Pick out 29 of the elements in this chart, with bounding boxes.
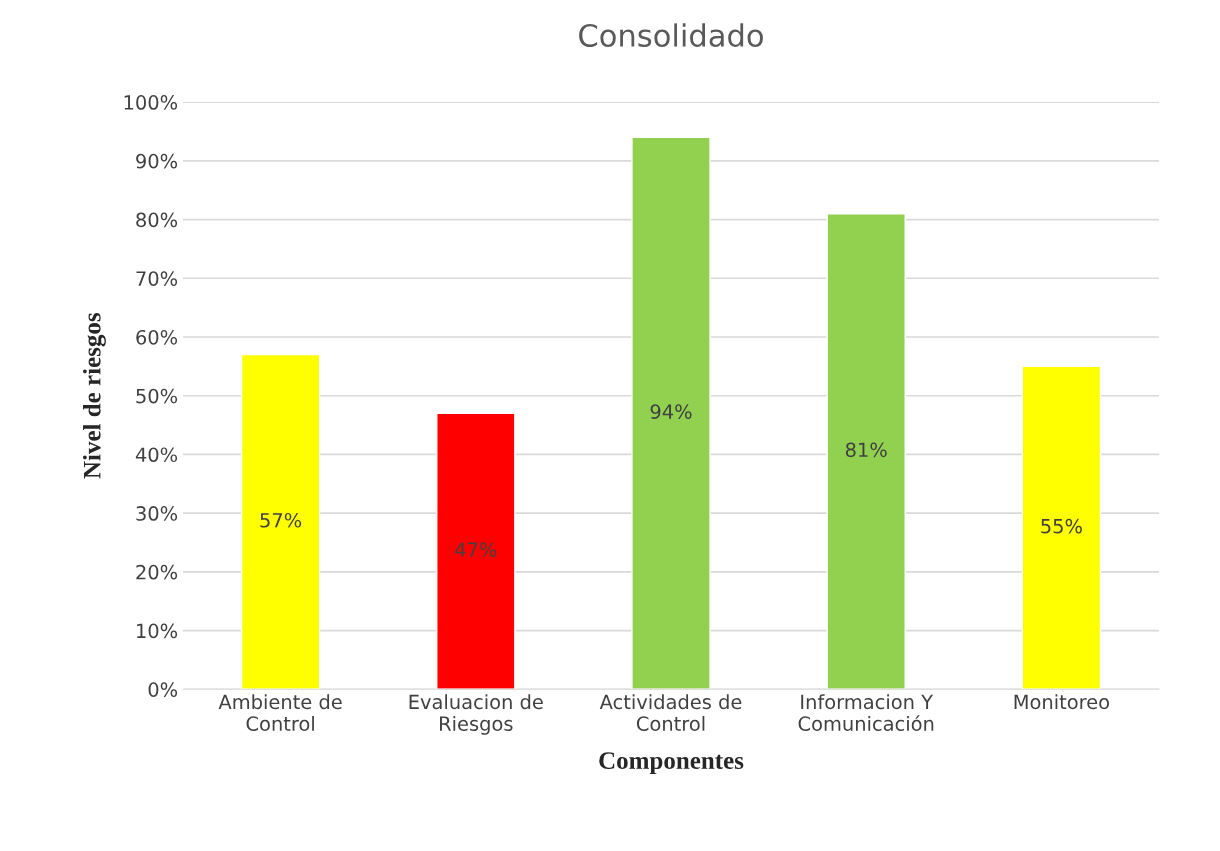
x-axis-title: Componentes [599,752,744,775]
bar [1021,365,1102,690]
y-tick-label: 0% [148,682,178,697]
data-label: 94% [650,404,692,419]
y-tick-label: 60% [136,329,178,345]
data-label: 81% [845,442,887,458]
bar [436,412,516,690]
x-tick-label: Informacion Y Comunicación [798,694,934,731]
x-tick-label: Ambiente de Control [218,694,342,731]
y-tick-label: 20% [136,564,178,580]
y-tick-label: 30% [136,506,178,521]
y-tick-label: 90% [136,153,178,169]
data-label: 57% [260,512,302,528]
y-tick-label: 10% [137,623,178,639]
x-tick-label: Monitoreo [1014,694,1109,710]
bar [631,136,711,690]
chart-title: Consolidado [579,23,763,47]
x-tick-label: Evaluacion de Riesgos [409,694,543,735]
y-tick-label: 40% [135,447,178,463]
data-label: 55% [1041,518,1082,534]
bar [240,353,321,690]
y-tick-label: 100% [124,95,178,110]
y-axis-title: Nivel de riesgos [83,313,106,479]
y-tick-label: 70% [136,271,178,286]
bar [826,212,906,690]
x-tick-label: Actividades de Control [599,694,742,731]
y-tick-label: 50% [136,388,178,404]
data-label: 47% [455,542,497,557]
y-tick-label: 80% [136,212,178,228]
